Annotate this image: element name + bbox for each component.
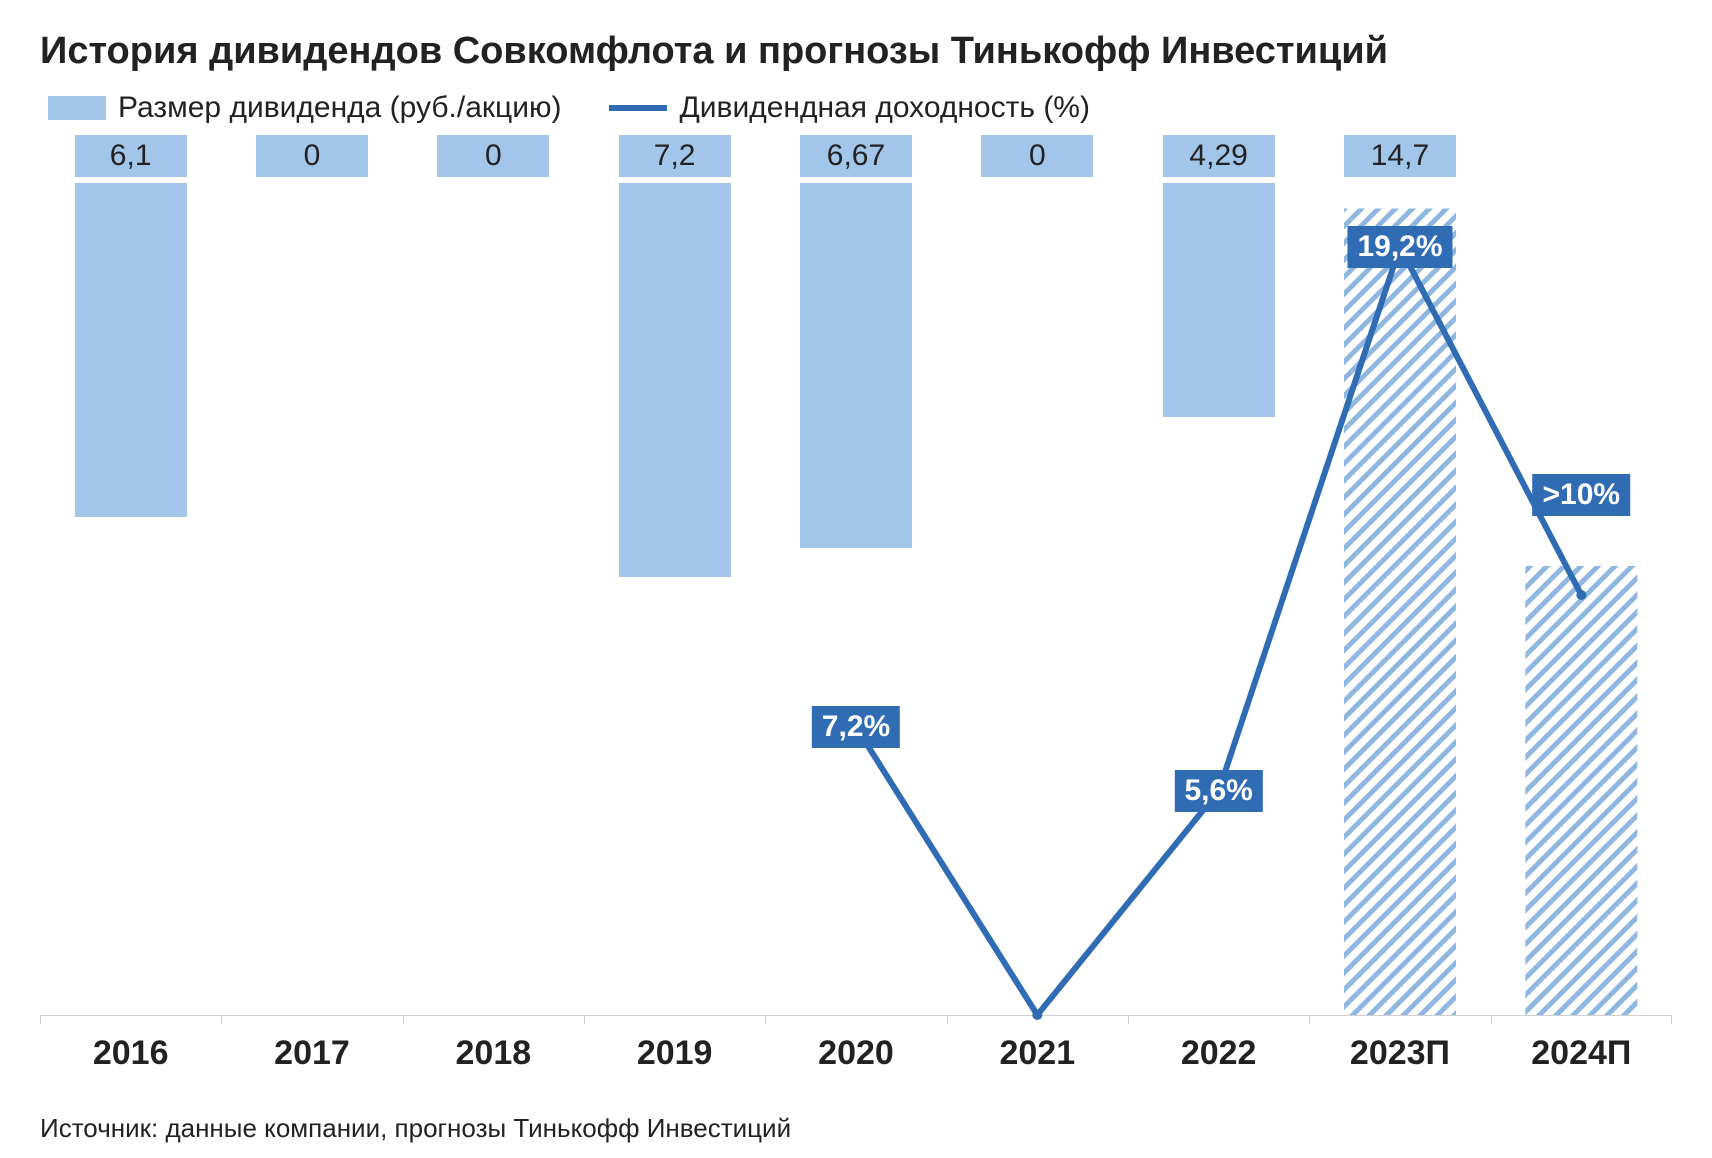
bar-value-label: 4,29 (1163, 135, 1275, 177)
bar (75, 183, 187, 517)
legend-item-line: Дивидендная доходность (%) (609, 91, 1090, 125)
bar-value-label: 0 (256, 135, 368, 177)
x-tick: 2020 (765, 1034, 946, 1073)
bar-value-label: 0 (981, 135, 1093, 177)
bar (619, 183, 731, 577)
x-axis: 20162017201820192020202120222023П2024П (40, 1034, 1672, 1073)
bar-value-label: 7,2 (619, 135, 731, 177)
bar-slot: 7,2 (584, 135, 765, 1015)
x-tick: 2024П (1491, 1034, 1672, 1073)
bar-value-label: 6,1 (75, 135, 187, 177)
x-tick: 2018 (403, 1034, 584, 1073)
bar-slot: 6,67 (765, 135, 946, 1015)
bar-value-label: 0 (437, 135, 549, 177)
bar (800, 183, 912, 548)
bar-value-label: 14,7 (1344, 135, 1456, 177)
bar (1344, 183, 1456, 990)
x-tick: 2022 (1128, 1034, 1309, 1073)
x-tick: 2016 (40, 1034, 221, 1073)
yield-label: 5,6% (1174, 770, 1262, 812)
yield-label: >10% (1533, 474, 1631, 516)
bar-slot: 4,29 (1128, 135, 1309, 1015)
chart-container: История дивидендов Совкомфлота и прогноз… (0, 0, 1712, 1158)
plot-area: 6,1 0 0 7,2 6,67 0 4,29 14,7 7,2% 5,6% 19,2% >10% (40, 135, 1672, 1016)
bar-slot: 0 (947, 135, 1128, 1015)
legend-bar-label: Размер дивиденда (руб./акцию) (118, 91, 561, 125)
legend-line-swatch (609, 105, 667, 111)
chart-title: История дивидендов Совкомфлота и прогноз… (40, 30, 1672, 73)
bar-slot: 0 (403, 135, 584, 1015)
x-tick: 2023П (1309, 1034, 1490, 1073)
source-note: Источник: данные компании, прогнозы Тинь… (40, 1113, 1672, 1144)
bar-slot: 0 (221, 135, 402, 1015)
legend-bar-swatch (48, 96, 106, 120)
legend: Размер дивиденда (руб./акцию) Дивидендна… (40, 91, 1672, 125)
bar (1525, 149, 1637, 598)
bar-slot (1491, 135, 1672, 1015)
bar (1163, 183, 1275, 417)
yield-label: 19,2% (1347, 226, 1452, 268)
bar-value-label: 6,67 (800, 135, 912, 177)
x-tick: 2017 (221, 1034, 402, 1073)
legend-item-bar: Размер дивиденда (руб./акцию) (48, 91, 561, 125)
x-tick: 2021 (947, 1034, 1128, 1073)
bar-slot: 6,1 (40, 135, 221, 1015)
x-tick: 2019 (584, 1034, 765, 1073)
yield-label: 7,2% (812, 706, 900, 748)
legend-line-label: Дивидендная доходность (%) (679, 91, 1090, 125)
